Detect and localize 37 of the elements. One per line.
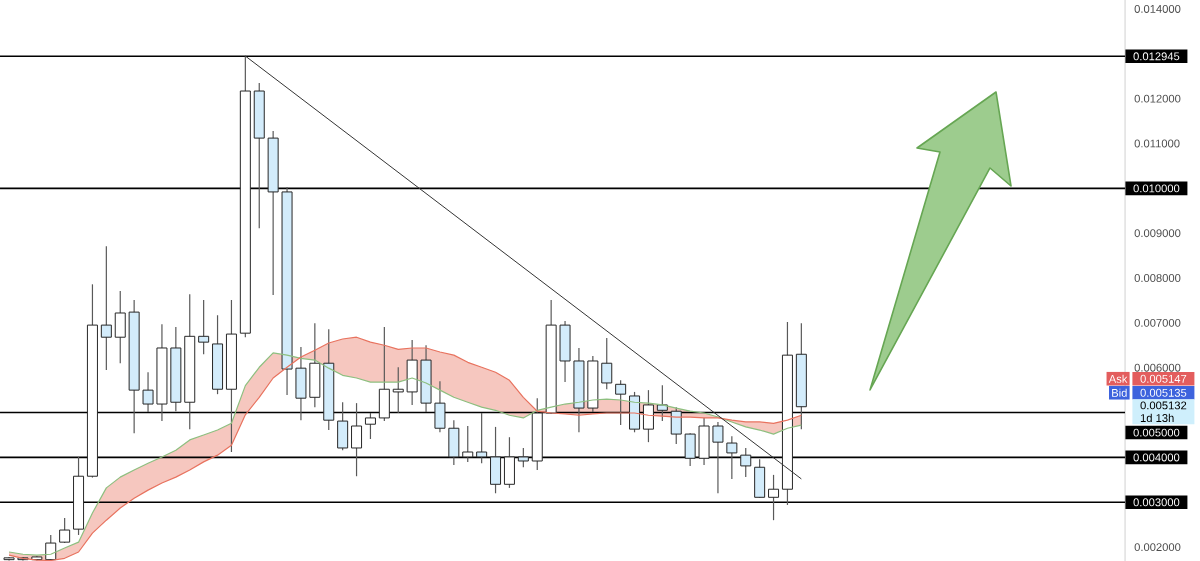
- candlestick: [142, 371, 154, 413]
- y-tick-label: 0.011000: [1134, 139, 1180, 148]
- text: Ask: [1108, 374, 1128, 383]
- candlestick: [392, 366, 404, 414]
- text: Bid: [1112, 388, 1127, 397]
- ref-line-label: 0.005000: [1133, 428, 1180, 437]
- candlestick: [712, 421, 724, 494]
- text: 1d 13h: [1140, 413, 1174, 422]
- y-tick-label: 0.014000: [1134, 5, 1181, 13]
- candlestick: [198, 299, 210, 355]
- y-tick-label: 0.008000: [1134, 274, 1181, 282]
- candlestick: [517, 447, 529, 468]
- ref-line-label: 0.012945: [1133, 52, 1180, 61]
- candlestick: [462, 425, 474, 463]
- text: 0.005135: [1140, 388, 1187, 397]
- candlestick: [726, 435, 738, 480]
- y-tick-label: 0.002000: [1134, 543, 1181, 552]
- y-tick-label: 0.009000: [1134, 229, 1181, 238]
- text: 0.005147: [1140, 374, 1187, 383]
- candlestick: [670, 406, 682, 445]
- ref-line-label: 0.003000: [1133, 498, 1180, 507]
- candlestick: [740, 447, 752, 478]
- candlestick: [768, 474, 780, 521]
- candlestick: [601, 337, 613, 390]
- ref-line-label: 0.004000: [1133, 453, 1180, 462]
- candlestick: [364, 412, 376, 440]
- candlestick: [615, 379, 627, 426]
- text: 0.005132: [1140, 401, 1187, 410]
- y-tick-label: 0.012000: [1134, 94, 1181, 103]
- candlestick: [476, 412, 488, 464]
- candlestick: [59, 517, 71, 544]
- candlestick: [100, 245, 112, 371]
- ref-line-label: 0.010000: [1133, 184, 1180, 193]
- y-tick-label: 0.007000: [1134, 318, 1181, 327]
- candlestick: [656, 384, 668, 422]
- y-tick-label: 0.006000: [1134, 363, 1181, 372]
- candlestick: [351, 402, 363, 477]
